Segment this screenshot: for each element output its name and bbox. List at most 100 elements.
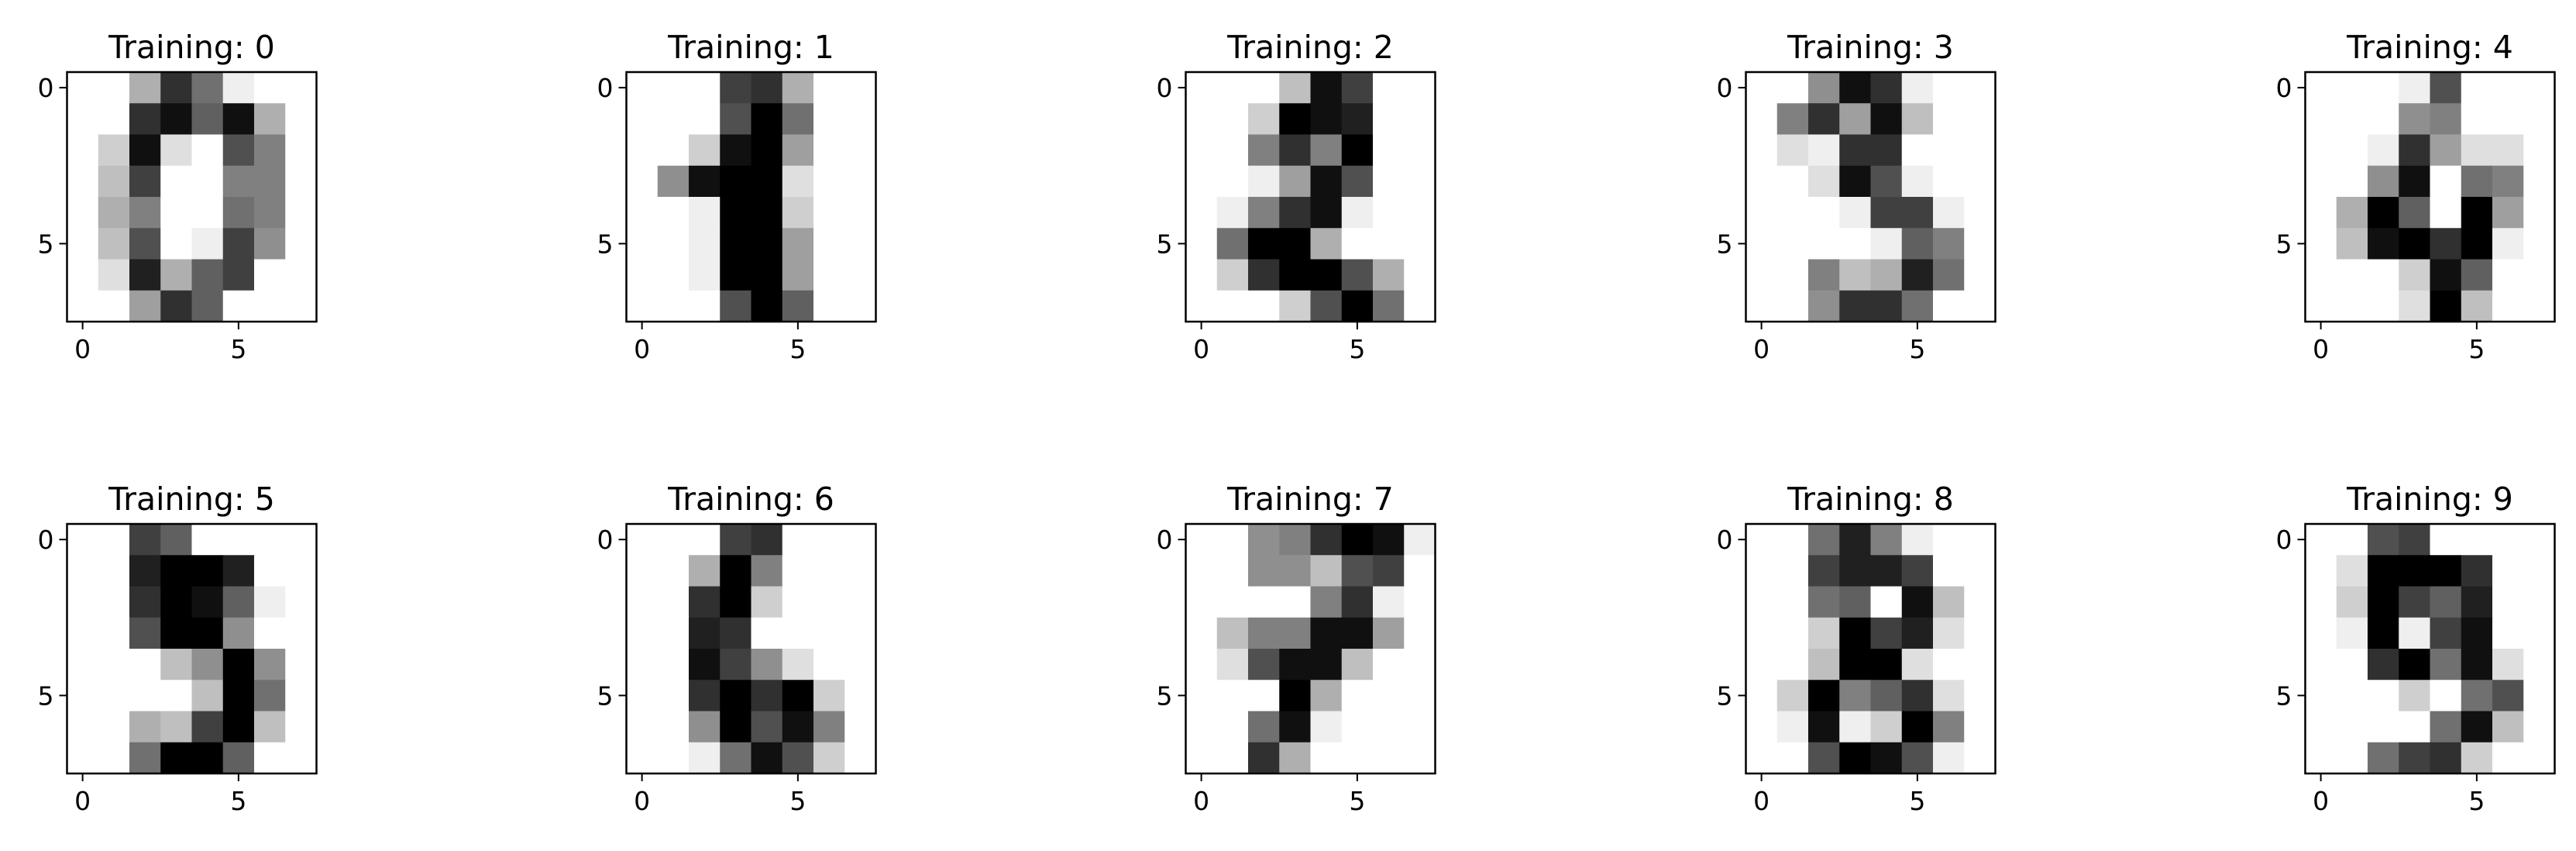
digit-panel: Training: 5 0 5 0 5 — [38, 481, 318, 816]
pixel-cell — [751, 228, 783, 260]
pixel-cell — [1279, 72, 1312, 104]
pixel-cell — [1279, 197, 1312, 229]
digit-panel: Training: 2 0 5 0 5 — [1157, 29, 1436, 364]
pixel-cell — [1404, 586, 1436, 618]
x-tick-label: 5 — [230, 334, 246, 364]
pixel-cell — [2492, 103, 2524, 136]
pixel-cell — [2492, 72, 2524, 104]
x-tick-label: 5 — [1349, 334, 1365, 364]
pixel-cell — [1776, 680, 1809, 712]
pixel-cell — [813, 555, 845, 587]
pixel-cell — [1964, 524, 1996, 556]
pixel-cell — [657, 617, 690, 649]
pixel-cell — [1216, 290, 1249, 322]
pixel-cell — [2492, 742, 2524, 774]
pixel-cell — [1216, 228, 1249, 260]
pixel-cell — [1808, 649, 1840, 680]
pixel-cell — [2368, 290, 2399, 322]
pixel-cell — [67, 524, 99, 556]
pixel-cell — [813, 72, 845, 104]
pixel-cell — [1373, 290, 1405, 322]
pixel-cell — [2368, 555, 2399, 587]
pixel-cell — [689, 228, 721, 260]
pixel-cell — [2305, 742, 2337, 774]
pixel-cell — [2305, 197, 2337, 229]
pixel-cell — [1745, 649, 1778, 680]
pixel-cell — [813, 649, 845, 680]
pixel-cell — [1839, 228, 1872, 260]
pixel-cell — [1776, 72, 1809, 104]
pixel-cell — [98, 742, 130, 774]
pixel-cell — [1248, 103, 1280, 136]
pixel-cell — [2523, 228, 2556, 260]
pixel-cell — [1310, 742, 1343, 774]
pixel-cell — [2430, 197, 2462, 229]
pixel-cell — [782, 524, 814, 556]
pixel-cell — [2430, 134, 2462, 167]
pixel-cell — [1373, 103, 1405, 136]
pixel-cell — [1808, 165, 1840, 198]
pixel-cell — [2523, 524, 2556, 556]
pixel-cell — [1404, 197, 1436, 229]
pixel-cell — [1901, 134, 1934, 167]
pixel-cell — [2368, 617, 2399, 649]
pixel-cell — [129, 555, 161, 587]
pixel-cell — [1776, 524, 1809, 556]
pixel-cell — [1776, 742, 1809, 774]
pixel-cell — [1901, 165, 1934, 198]
pixel-cell — [1933, 555, 1965, 587]
pixel-cell — [1248, 72, 1280, 104]
pixel-cell — [1870, 72, 1903, 104]
pixel-cell — [657, 524, 690, 556]
pixel-cell — [67, 711, 99, 743]
pixel-cell — [1341, 586, 1374, 618]
pixel-cell — [1839, 649, 1872, 680]
pixel-cell — [129, 524, 161, 556]
pixel-cell — [1310, 197, 1343, 229]
pixel-cell — [1341, 290, 1374, 322]
pixel-cell — [782, 165, 814, 198]
pixel-cell — [160, 742, 193, 774]
pixel-cell — [129, 134, 161, 167]
pixel-cell — [2492, 586, 2524, 618]
x-tick-label: 0 — [1753, 334, 1769, 364]
pixel-cell — [782, 649, 814, 680]
pixel-cell — [626, 72, 659, 104]
pixel-cell — [1839, 742, 1872, 774]
pixel-cell — [1964, 555, 1996, 587]
pixel-cell — [2492, 649, 2524, 680]
pixel-cell — [1901, 555, 1934, 587]
pixel-cell — [2305, 524, 2337, 556]
pixel-cell — [1901, 290, 1934, 322]
pixel-cell — [1839, 103, 1872, 136]
pixel-cell — [720, 134, 752, 167]
pixel-cell — [2399, 711, 2431, 743]
pixel-cell — [1404, 259, 1436, 291]
pixel-cell — [67, 228, 99, 260]
pixel-cell — [98, 586, 130, 618]
pixel-cell — [1185, 555, 1218, 587]
pixel-cell — [254, 134, 286, 167]
panel-title: Training: 2 — [1226, 29, 1394, 66]
pixel-cell — [1216, 555, 1249, 587]
pixel-cell — [1404, 134, 1436, 167]
pixel-cell — [1870, 197, 1903, 229]
pixel-cell — [657, 290, 690, 322]
pixel-cell — [2399, 680, 2431, 712]
pixel-cell — [2430, 72, 2462, 104]
panel-title: Training: 6 — [667, 481, 834, 518]
pixel-cell — [2461, 134, 2493, 167]
pixel-cell — [129, 72, 161, 104]
pixel-cell — [2461, 259, 2493, 291]
pixel-cell — [191, 617, 224, 649]
pixel-cell — [1808, 586, 1840, 618]
pixel-cell — [2461, 555, 2493, 587]
pixel-cell — [1964, 680, 1996, 712]
pixel-cell — [285, 617, 318, 649]
pixel-cell — [160, 228, 193, 260]
pixel-cell — [67, 649, 99, 680]
pixel-cell — [2305, 649, 2337, 680]
pixel-cell — [129, 742, 161, 774]
pixel-cell — [2399, 586, 2431, 618]
